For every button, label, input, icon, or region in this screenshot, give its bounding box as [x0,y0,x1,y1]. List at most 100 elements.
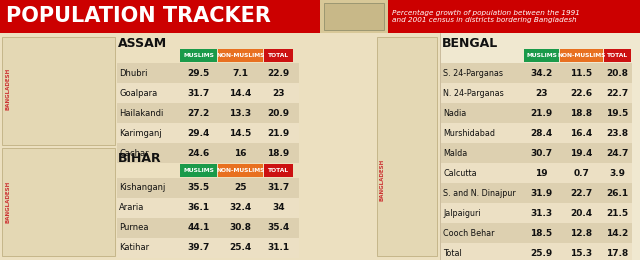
Text: 18.9: 18.9 [268,148,290,158]
Text: 23: 23 [535,88,548,98]
Text: 22.7: 22.7 [606,88,628,98]
Text: 31.7: 31.7 [188,88,210,98]
Text: Murshidabad: Murshidabad [443,128,495,138]
FancyBboxPatch shape [441,63,632,83]
Text: 25.4: 25.4 [229,244,252,252]
FancyBboxPatch shape [264,49,293,62]
Text: NON-MUSLIMS: NON-MUSLIMS [216,53,265,58]
Text: 3.9: 3.9 [609,168,625,178]
Text: 26.1: 26.1 [607,188,628,198]
Text: 28.4: 28.4 [531,128,552,138]
Text: Nadia: Nadia [443,108,467,118]
Text: 29.5: 29.5 [188,68,210,77]
FancyBboxPatch shape [524,49,559,62]
FancyBboxPatch shape [117,103,299,123]
Text: 22.9: 22.9 [268,68,290,77]
Text: 16.4: 16.4 [570,128,593,138]
Text: S. and N. Dinajpur: S. and N. Dinajpur [443,188,516,198]
FancyBboxPatch shape [441,143,632,163]
Text: 34.2: 34.2 [531,68,552,77]
FancyBboxPatch shape [117,123,299,143]
FancyBboxPatch shape [320,0,388,33]
Text: 22.6: 22.6 [570,88,593,98]
Text: 19.5: 19.5 [606,108,628,118]
Text: MUSLIMS: MUSLIMS [183,53,214,58]
Text: Percentage growth of population between the 1991
and 2001 census in districts bo: Percentage growth of population between … [392,10,580,23]
Text: TOTAL: TOTAL [607,53,628,58]
Text: 25.9: 25.9 [531,249,552,257]
Text: Kishanganj: Kishanganj [119,184,165,192]
Text: 15.3: 15.3 [570,249,593,257]
Text: 16: 16 [234,148,247,158]
Text: 31.3: 31.3 [531,209,552,218]
Text: NON-MUSLIMS: NON-MUSLIMS [216,168,265,173]
FancyBboxPatch shape [0,0,640,33]
Text: 24.7: 24.7 [606,148,628,158]
Text: BENGAL: BENGAL [442,37,499,50]
Text: BANGLADESH: BANGLADESH [6,68,11,110]
FancyBboxPatch shape [441,243,632,260]
Text: 21.9: 21.9 [268,128,290,138]
FancyBboxPatch shape [377,37,437,256]
FancyBboxPatch shape [441,203,632,223]
FancyBboxPatch shape [218,49,263,62]
Text: 0.7: 0.7 [573,168,589,178]
FancyBboxPatch shape [441,103,632,123]
FancyBboxPatch shape [441,223,632,243]
Text: 18.8: 18.8 [570,108,593,118]
Text: 32.4: 32.4 [229,204,252,212]
Text: Calcutta: Calcutta [443,168,477,178]
Text: 30.8: 30.8 [230,224,252,232]
Text: N. 24-Parganas: N. 24-Parganas [443,88,504,98]
Text: Katihar: Katihar [119,244,149,252]
Text: MUSLIMS: MUSLIMS [526,53,557,58]
Text: 31.7: 31.7 [268,184,290,192]
Text: Cooch Behar: Cooch Behar [443,229,495,237]
Text: 20.9: 20.9 [268,108,289,118]
Text: 27.2: 27.2 [188,108,210,118]
Text: 12.8: 12.8 [570,229,593,237]
Text: Dhubri: Dhubri [119,68,147,77]
Text: S. 24-Parganas: S. 24-Parganas [443,68,503,77]
FancyBboxPatch shape [324,3,384,30]
Text: 21.9: 21.9 [531,108,552,118]
Text: ASSAM: ASSAM [118,37,167,50]
Text: 14.4: 14.4 [229,88,252,98]
Text: 22.7: 22.7 [570,188,593,198]
Text: 11.5: 11.5 [570,68,593,77]
FancyBboxPatch shape [117,143,299,163]
Text: 35.4: 35.4 [268,224,290,232]
Text: 14.5: 14.5 [229,128,252,138]
Text: MUSLIMS: MUSLIMS [183,168,214,173]
Text: POPULATION TRACKER: POPULATION TRACKER [6,6,271,27]
Text: 19.4: 19.4 [570,148,593,158]
Text: 20.8: 20.8 [607,68,628,77]
Text: 23.8: 23.8 [607,128,628,138]
FancyBboxPatch shape [117,83,299,103]
FancyBboxPatch shape [440,33,640,260]
Text: Total: Total [443,249,461,257]
FancyBboxPatch shape [0,33,440,260]
FancyBboxPatch shape [117,63,299,83]
Text: Jalpaiguri: Jalpaiguri [443,209,481,218]
Text: Purnea: Purnea [119,224,148,232]
Text: BANGLADESH: BANGLADESH [6,181,11,223]
Text: 44.1: 44.1 [188,224,210,232]
FancyBboxPatch shape [2,148,115,256]
FancyBboxPatch shape [441,163,632,183]
FancyBboxPatch shape [560,49,603,62]
FancyBboxPatch shape [2,37,115,145]
FancyBboxPatch shape [117,198,299,218]
Text: NON-MUSLIMS: NON-MUSLIMS [557,53,605,58]
Text: 35.5: 35.5 [188,184,209,192]
Text: 18.5: 18.5 [531,229,552,237]
Text: 13.3: 13.3 [229,108,252,118]
Text: 21.5: 21.5 [607,209,628,218]
Text: 39.7: 39.7 [188,244,210,252]
Text: TOTAL: TOTAL [268,168,289,173]
FancyBboxPatch shape [180,49,217,62]
FancyBboxPatch shape [180,164,217,177]
FancyBboxPatch shape [264,164,293,177]
FancyBboxPatch shape [441,83,632,103]
Text: 31.9: 31.9 [531,188,552,198]
